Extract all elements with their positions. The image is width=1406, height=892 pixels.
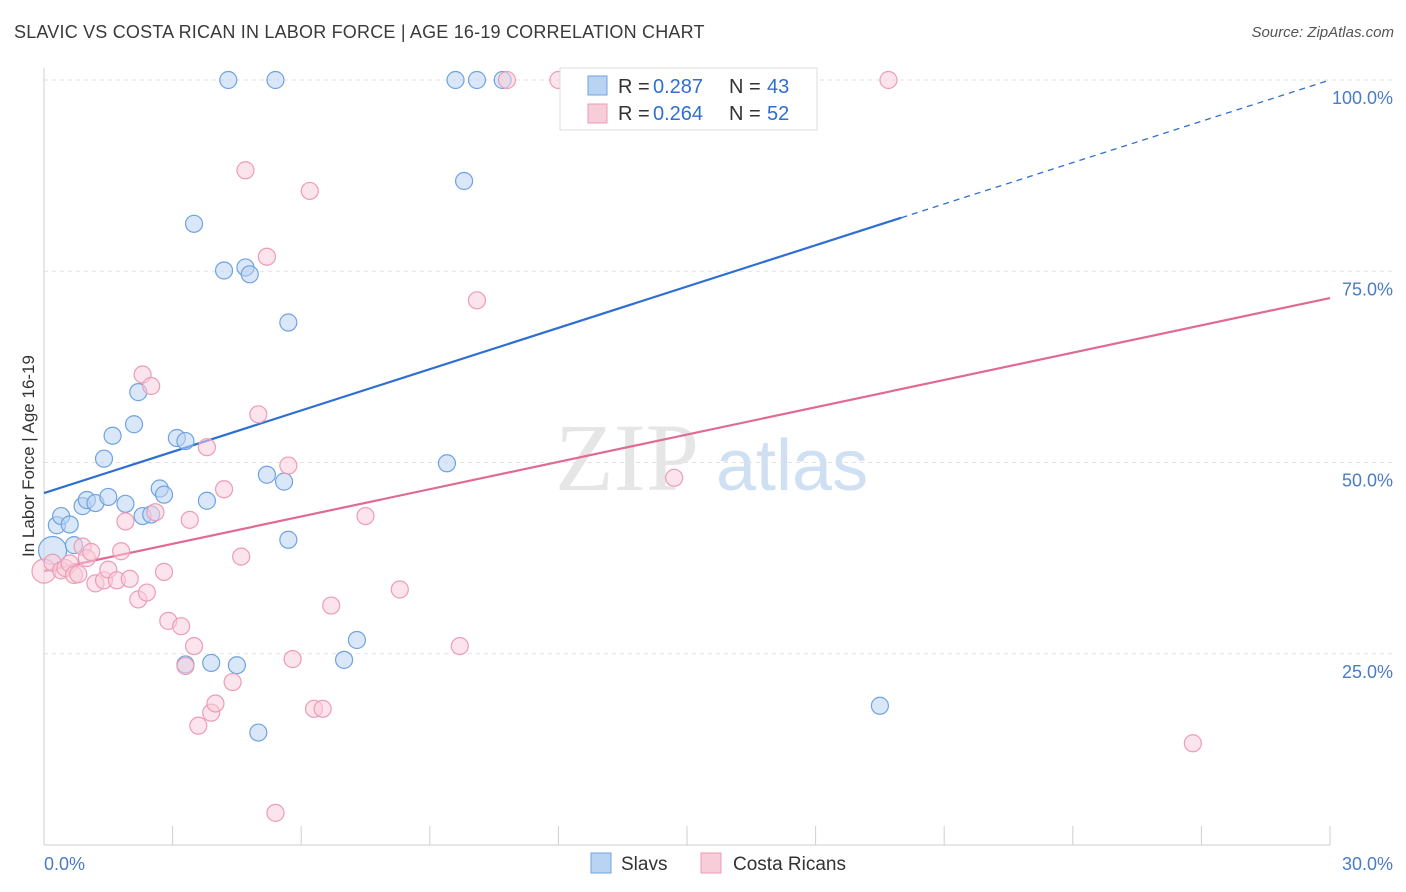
costa-ricans-point [665,468,684,487]
costa-ricans-point [300,181,319,201]
costa-ricans-point [172,617,191,636]
slavs-point [240,265,259,284]
slavs-point [184,214,204,233]
slavs-point [94,449,114,468]
costa-ricans-point [266,803,285,822]
slavs-point [227,656,246,675]
slavs-point [257,465,277,484]
slavs-point [454,171,474,191]
chart-title: SLAVIC VS COSTA RICAN IN LABOR FORCE | A… [14,22,705,42]
slavs-point [334,650,354,669]
costa-ricans-point [236,161,255,180]
costa-ricans-point [283,650,302,669]
costa-ricans-point [197,438,216,457]
slavs-point [197,491,216,510]
legend-r-label-0: R = [618,76,650,98]
costa-ricans-point [356,506,375,526]
slavs-point [99,487,118,507]
y-tick-labels: 25.0% 50.0% 75.0% 100.0% [1332,88,1393,682]
x-ticks [43,826,1331,845]
legend-n-label-0: N = [729,76,761,98]
costa-ricans-point [313,699,332,718]
slavs-point [347,630,367,650]
legend-n-label-1: N = [729,103,761,125]
legend-n-value-0: 43 [767,76,789,98]
watermark-atlas: atlas [716,426,868,506]
costa-ricans-point [137,583,156,602]
slavs-point [202,653,221,673]
y-axis-title: In Labor Force | Age 16-19 [19,355,38,557]
slavs-point [279,313,298,332]
legend-n-value-1: 52 [767,103,789,125]
legend-r-label-1: R = [618,103,650,125]
costa-ricans-point [232,547,251,566]
costa-ricans-point [69,565,88,584]
chart-source: Source: ZipAtlas.com [1251,24,1394,41]
costa-ricans-point [82,542,101,562]
slavs-point [437,454,457,473]
series-legend: Slavs Costa Ricans [590,852,846,875]
costa-ricans-point [249,405,268,424]
trend-line-1 [43,296,1331,573]
x-tick-label-min: 0.0% [44,854,85,874]
legend-swatch-slavs [587,75,608,96]
bottom-legend-label-costa-ricans: Costa Ricans [733,854,846,875]
slavs-point [116,494,135,513]
legend-r-value-0: 0.287 [653,76,703,98]
slavs-point [266,70,285,90]
costa-ricans-point [467,291,487,310]
y-tick-label-50: 50.0% [1342,471,1393,491]
slavs-point [274,472,294,491]
slavs-point [446,70,465,90]
costa-ricans-point [142,376,161,396]
costa-ricans-point [180,510,199,529]
costa-ricans-point [189,716,208,735]
costa-ricans-point [497,70,517,90]
trend-line-extension-0 [901,79,1331,219]
slavs-point [279,530,298,549]
costa-ricans-point [390,580,409,599]
costa-ricans-point [176,656,195,676]
costa-ricans-point [146,503,165,522]
slavs-point [154,485,174,504]
bottom-legend-label-slavs: Slavs [621,854,667,875]
y-tick-label-75: 75.0% [1342,279,1393,299]
bottom-legend-swatch-costa-ricans [700,852,722,874]
costa-ricans-point [206,694,225,713]
costa-ricans-point [112,542,131,561]
costa-ricans-point [120,569,139,588]
costa-ricans-point [184,636,204,656]
stats-legend: R = 0.287 N = 43 R = 0.264 N = 52 [559,67,818,131]
watermark: ZIP atlas [555,404,868,511]
legend-swatch-costa-ricans [587,103,608,124]
costa-ricans-point [257,247,277,266]
slavs-point [60,515,79,534]
data-points [31,70,1202,822]
slavs-point [870,696,890,715]
y-tick-label-25: 25.0% [1342,662,1393,682]
slavs-point [176,431,195,451]
slavs-point [467,70,487,90]
costa-ricans-point [116,512,135,531]
costa-ricans-point [450,636,469,656]
slavs-point [249,723,268,742]
costa-ricans-point [1183,734,1202,753]
costa-ricans-point [322,596,341,615]
slavs-point [124,415,144,434]
costa-ricans-point [223,672,242,692]
legend-r-value-1: 0.264 [653,103,703,125]
costa-ricans-point [154,562,174,581]
slavs-point [219,70,238,90]
y-tick-label-100: 100.0% [1332,88,1393,108]
slavs-point [103,426,122,445]
costa-ricans-point [879,70,898,90]
costa-ricans-point [279,456,298,475]
slavs-point [214,261,234,280]
costa-ricans-point [214,480,234,499]
bottom-legend-swatch-slavs [590,852,612,874]
x-tick-label-max: 30.0% [1342,854,1393,874]
